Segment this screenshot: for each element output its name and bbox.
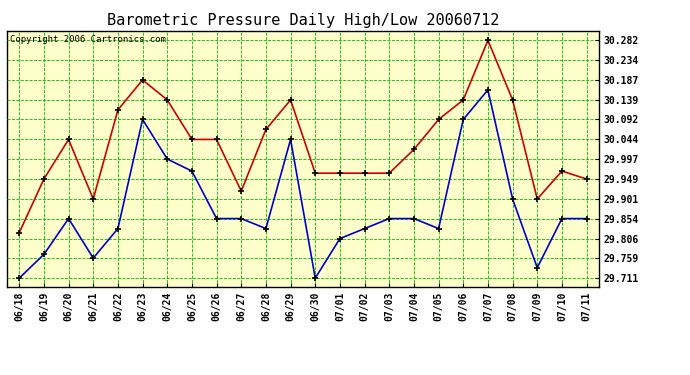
Text: Copyright 2006 Cartronics.com: Copyright 2006 Cartronics.com (10, 34, 166, 44)
Title: Barometric Pressure Daily High/Low 20060712: Barometric Pressure Daily High/Low 20060… (107, 13, 499, 28)
